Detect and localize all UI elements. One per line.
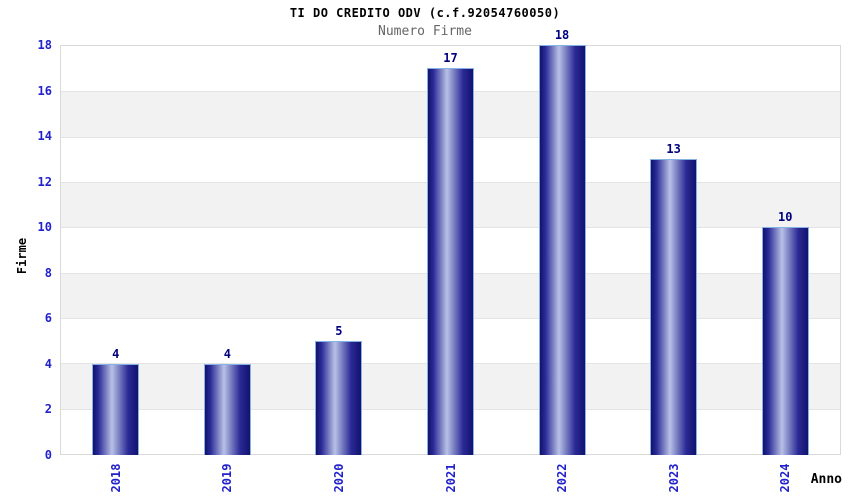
x-tick-label: 2022 xyxy=(555,463,570,493)
x-tick-label: 2019 xyxy=(220,463,235,493)
bar-2021 xyxy=(427,67,474,455)
x-tick-label: 2020 xyxy=(331,463,346,493)
bar-2023 xyxy=(650,158,698,455)
y-tick-label: 18 xyxy=(37,38,52,52)
y-tick-label: 4 xyxy=(44,356,52,371)
bar-value-label: 18 xyxy=(554,28,570,42)
chart-subtitle: Numero Firme xyxy=(378,24,472,39)
bar-2022 xyxy=(538,45,586,455)
x-axis-label: Anno xyxy=(810,472,842,487)
y-tick-label: 10 xyxy=(37,220,52,235)
y-tick-label: 12 xyxy=(37,174,52,189)
chart-title: TI DO CREDITO ODV (c.f.92054760050) xyxy=(289,6,561,20)
x-tick-label: 2023 xyxy=(666,463,681,493)
x-tick-label: 2021 xyxy=(443,463,458,493)
x-tick-label: 2024 xyxy=(778,463,793,493)
bar-value-label: 10 xyxy=(777,210,793,225)
bar-value-label: 17 xyxy=(443,50,458,65)
bar-2024 xyxy=(761,227,809,455)
bar-2020 xyxy=(315,341,363,455)
bar-value-label: 5 xyxy=(335,324,343,339)
y-tick-label: 6 xyxy=(44,311,52,326)
y-tick-label: 0 xyxy=(44,448,52,462)
bar-value-label: 4 xyxy=(112,346,120,361)
y-tick-label: 8 xyxy=(44,265,52,280)
bar-value-label: 4 xyxy=(223,346,231,361)
bar-value-label: 13 xyxy=(666,141,681,156)
bar-2019 xyxy=(203,363,251,455)
y-tick-label: 16 xyxy=(37,83,52,98)
y-tick-label: 2 xyxy=(44,402,52,417)
bar-2018 xyxy=(92,363,140,455)
y-tick-label: 14 xyxy=(37,129,52,144)
x-tick-label: 2018 xyxy=(108,463,123,493)
